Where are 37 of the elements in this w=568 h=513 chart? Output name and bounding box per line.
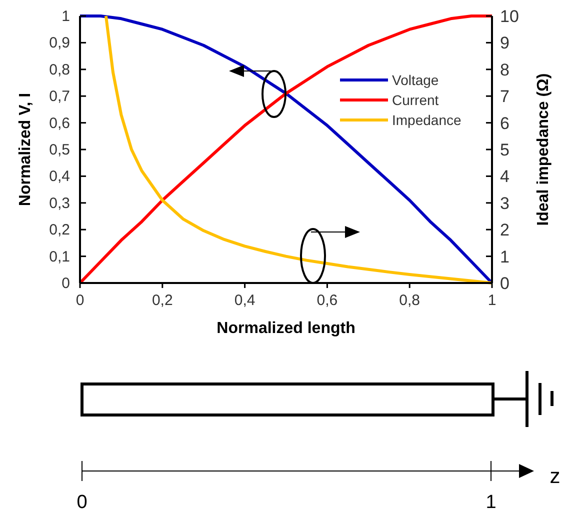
y-axis-title: Normalized V, I xyxy=(17,92,34,206)
y-tick-label: 0,9 xyxy=(49,34,70,52)
legend-label: Voltage xyxy=(392,72,439,88)
y-tick-label: 0,1 xyxy=(49,248,70,266)
y-tick-label: 0 xyxy=(62,275,70,292)
y-tick-label: 0,2 xyxy=(49,222,70,239)
y-tick-label: 1 xyxy=(62,8,70,25)
x-tick-label: 0,8 xyxy=(399,292,420,309)
legend-label: Impedance xyxy=(392,112,462,128)
y-tick-label: 0,3 xyxy=(49,194,70,212)
y2-tick-label: 7 xyxy=(500,87,510,106)
x-tick-label: 0,2 xyxy=(152,292,173,309)
y2-tick-label: 6 xyxy=(500,114,510,133)
y-tick-label: 0,4 xyxy=(49,168,70,186)
x-tick-label: 0,6 xyxy=(316,292,338,309)
y2-tick-label: 0 xyxy=(500,274,510,293)
y2-tick-label: 3 xyxy=(500,194,510,213)
legend-label: Current xyxy=(392,92,439,108)
y2-tick-label: 5 xyxy=(500,140,510,160)
y2-tick-label: 2 xyxy=(500,220,510,240)
y-tick-label: 0,6 xyxy=(49,114,70,132)
x-tick-label: 0,4 xyxy=(234,292,256,309)
y2-tick-label: 1 xyxy=(500,247,510,266)
y-tick-label: 0,7 xyxy=(49,88,70,106)
x-axis-title: Normalized length xyxy=(216,320,356,337)
y2-axis-title: Ideal impedance (Ω) xyxy=(535,73,552,226)
y-tick-label: 0,8 xyxy=(49,61,70,78)
y2-tick-label: 9 xyxy=(500,34,510,53)
y2-tick-label: 4 xyxy=(500,167,510,186)
y-tick-label: 0,5 xyxy=(49,142,70,158)
x-tick-label: 0 xyxy=(76,292,84,309)
text: z xyxy=(550,465,560,488)
x-tick-label: 1 xyxy=(488,292,496,309)
text: 1 xyxy=(486,492,496,513)
y2-tick-label: 10 xyxy=(500,7,519,26)
text: 0 xyxy=(76,492,88,513)
y2-tick-label: 8 xyxy=(500,60,510,80)
